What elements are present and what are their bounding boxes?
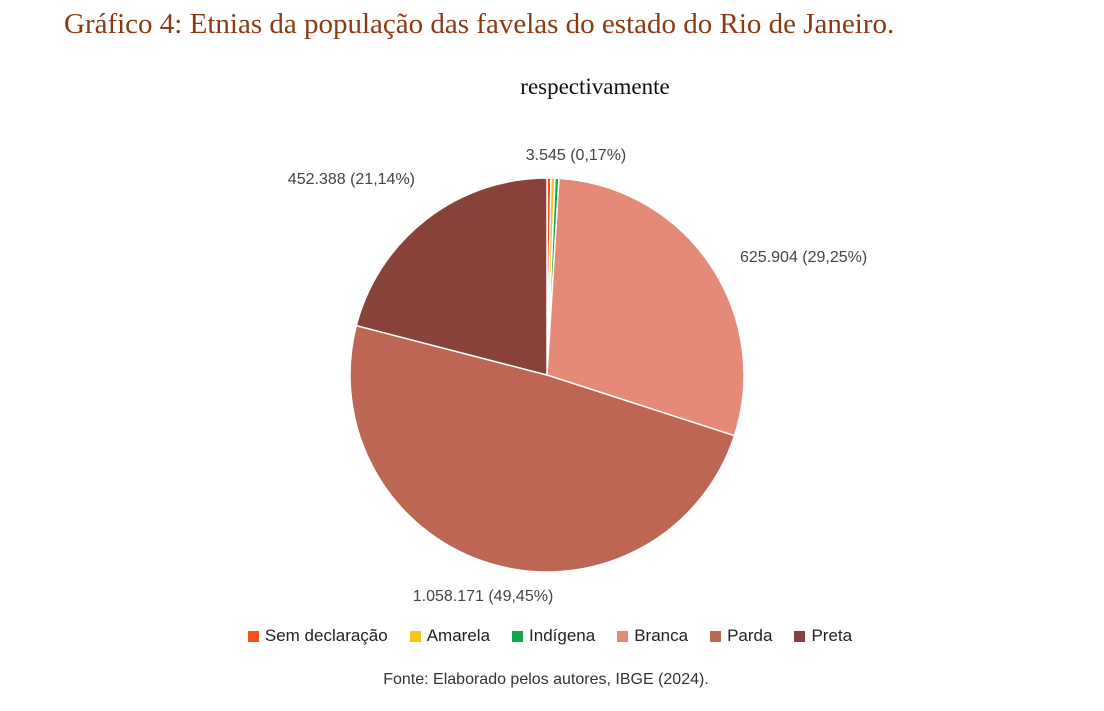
pie-slice-branca: [546, 177, 745, 437]
legend-item-sem-declaracao: Sem declaração: [247, 626, 388, 646]
pie-chart: 625.904 (29,25%) 1.058.171 (49,45%) 452.38…: [288, 147, 867, 605]
legend-swatch: [794, 630, 806, 642]
figure-source: Fonte: Elaborado pelos autores, IBGE (20…: [383, 671, 709, 688]
legend-label: Parda: [727, 626, 773, 645]
data-label: 625.904 (29,25%): [740, 249, 867, 266]
legend-label: Preta: [811, 626, 853, 645]
legend-swatch: [409, 630, 421, 642]
chart-legend: Sem declaração Amarela Indígena Branca P…: [0, 626, 1100, 646]
chart-title: respectivamente: [520, 74, 670, 99]
legend-label: Amarela: [426, 626, 491, 645]
legend-label: Branca: [634, 626, 689, 645]
figure-caption: Gráfico 4: Etnias da população das favel…: [64, 8, 895, 40]
legend-swatch: [617, 630, 629, 642]
pie-slice-preta: [355, 177, 548, 376]
legend-item-parda: Parda: [710, 626, 772, 646]
legend-swatch: [512, 630, 524, 642]
data-label: 1.058.171 (49,45%): [413, 588, 554, 605]
legend-label: Indígena: [529, 626, 596, 645]
data-label: 452.388 (21,14%): [288, 171, 415, 188]
legend-swatch: [247, 630, 259, 642]
legend-label: Sem declaração: [264, 626, 388, 645]
legend-swatch: [710, 630, 722, 642]
legend-item-amarela: Amarela: [409, 626, 491, 646]
legend-item-branca: Branca: [617, 626, 688, 646]
data-label: 3.545 (0,17%): [526, 147, 627, 164]
legend-item-indigena: Indígena: [512, 626, 595, 646]
pie-slice-parda: [349, 324, 736, 573]
legend-item-preta: Preta: [794, 626, 852, 646]
